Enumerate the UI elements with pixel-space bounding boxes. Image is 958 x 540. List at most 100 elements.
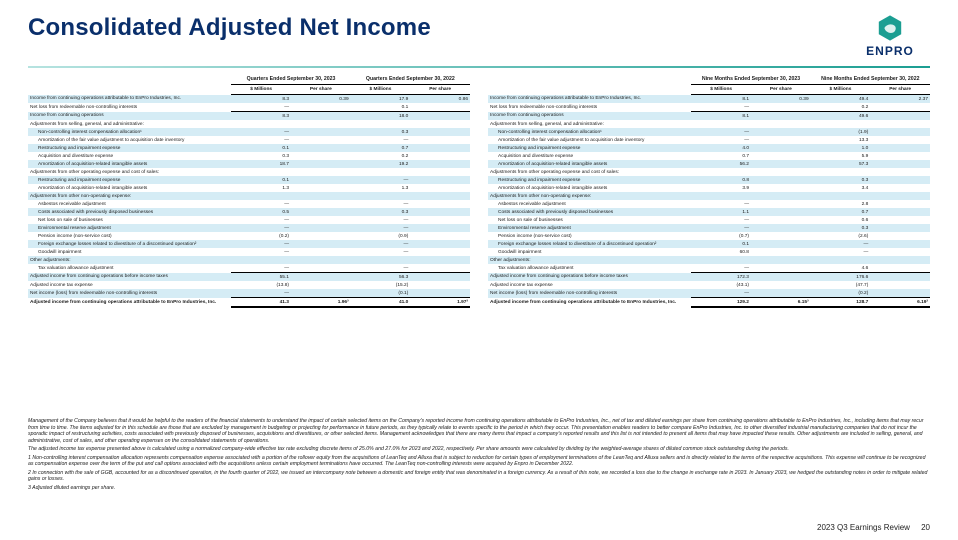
row-label: Income from continuing operations — [28, 112, 231, 121]
row-value — [751, 192, 811, 200]
table-row: Foreign exchange losses related to dives… — [28, 240, 470, 248]
row-value — [291, 103, 351, 112]
row-value — [231, 192, 291, 200]
table-row: Amortization of acquisition-related inta… — [488, 184, 930, 192]
row-label: Amortization of acquisition-related inta… — [28, 184, 231, 192]
row-label: Amortization of acquisition-related inta… — [28, 160, 231, 168]
row-value: 55.1 — [231, 273, 291, 282]
row-label: Other adjustments: — [28, 256, 231, 264]
row-value — [751, 120, 811, 128]
table-row: Income from continuing operations8.318.0 — [28, 112, 470, 121]
row-value: — — [231, 200, 291, 208]
row-value — [751, 281, 811, 289]
row-value — [811, 192, 871, 200]
row-label: Adjusted income from continuing operatio… — [28, 273, 231, 282]
row-value: 0.3 — [811, 224, 871, 232]
row-value — [351, 256, 411, 264]
row-value: 0.1 — [351, 103, 411, 112]
row-value — [410, 112, 470, 121]
row-value — [410, 128, 470, 136]
table-row: Income from continuing operations attrib… — [488, 95, 930, 104]
page-title: Consolidated Adjusted Net Income — [28, 14, 431, 42]
row-value: — — [811, 248, 871, 256]
row-label: Pension income (non-service cost) — [488, 232, 691, 240]
row-value: 5.9 — [811, 152, 871, 160]
row-value: (0.7) — [691, 232, 751, 240]
row-value — [751, 216, 811, 224]
row-value — [291, 152, 351, 160]
row-value — [410, 240, 470, 248]
row-value: 0.3 — [811, 176, 871, 184]
table-period-header: Nine Months Ended September 30, 2022 — [811, 74, 930, 85]
row-value — [751, 224, 811, 232]
table-row: Adjusted income from continuing operatio… — [28, 298, 470, 308]
row-label: Net loss on sale of businesses — [28, 216, 231, 224]
row-value: 18.7 — [231, 160, 291, 168]
row-value: 1.1 — [691, 208, 751, 216]
row-value — [870, 248, 930, 256]
row-value: 0.3 — [231, 152, 291, 160]
row-value — [751, 240, 811, 248]
table-period-header: Quarters Ended September 30, 2022 — [351, 74, 470, 85]
row-value: 18.0 — [351, 112, 411, 121]
row-value — [291, 224, 351, 232]
row-value: (2.6) — [811, 232, 871, 240]
row-value: (0.1) — [351, 289, 411, 298]
row-label: Amortization of acquisition-related inta… — [488, 184, 691, 192]
row-value — [811, 168, 871, 176]
row-value — [410, 224, 470, 232]
table-row: Net loss on sale of businesses—— — [28, 216, 470, 224]
row-value: 2.37 — [870, 95, 930, 104]
row-value: 0.5 — [231, 208, 291, 216]
row-value — [870, 289, 930, 298]
row-value: 0.7 — [811, 208, 871, 216]
row-label: Amortization of the fair value adjustmen… — [488, 136, 691, 144]
row-label: Acquisition and divestiture expense — [28, 152, 231, 160]
table-row: Income from continuing operations8.149.6 — [488, 112, 930, 121]
row-value — [410, 152, 470, 160]
table-row: Non-controlling interest compensation al… — [28, 128, 470, 136]
table-row: Amortization of the fair value adjustmen… — [488, 136, 930, 144]
row-label: Restructuring and impairment expense — [488, 176, 691, 184]
table-row: Tax valuation allowance adjustment—— — [28, 264, 470, 273]
row-value — [870, 120, 930, 128]
table-row: Goodwill impairment—— — [28, 248, 470, 256]
row-value: 0.8 — [691, 176, 751, 184]
row-value: — — [351, 264, 411, 273]
row-value — [291, 264, 351, 273]
row-value — [870, 152, 930, 160]
row-value: 8.1 — [691, 95, 751, 104]
row-value — [751, 168, 811, 176]
row-value: — — [231, 216, 291, 224]
table-row: Net loss from redeemable non-controlling… — [28, 103, 470, 112]
row-value: (0.9) — [351, 232, 411, 240]
row-value: 0.2 — [351, 152, 411, 160]
row-value — [870, 112, 930, 121]
row-value — [751, 112, 811, 121]
row-label: Restructuring and impairment expense — [488, 144, 691, 152]
row-value — [291, 240, 351, 248]
row-value — [751, 160, 811, 168]
row-value — [291, 112, 351, 121]
table-row: Non-controlling interest compensation al… — [488, 128, 930, 136]
table-row: Amortization of acquisition-related inta… — [28, 160, 470, 168]
row-value: 0.1 — [231, 176, 291, 184]
table-row: Adjustments from selling, general, and a… — [488, 120, 930, 128]
row-value — [870, 281, 930, 289]
row-value — [291, 184, 351, 192]
row-label: Amortization of the fair value adjustmen… — [28, 136, 231, 144]
table-row: Amortization of the fair value adjustmen… — [28, 136, 470, 144]
page-number: 20 — [921, 523, 930, 532]
row-value — [691, 192, 751, 200]
row-label: Goodwill impairment — [28, 248, 231, 256]
row-label: Asbestos receivable adjustment — [28, 200, 231, 208]
row-value — [870, 216, 930, 224]
row-value — [291, 273, 351, 282]
table-row: Costs associated with previously dispose… — [28, 208, 470, 216]
row-value — [410, 103, 470, 112]
row-label: Costs associated with previously dispose… — [28, 208, 231, 216]
row-label: Adjustments from other operating expense… — [488, 168, 691, 176]
row-value — [410, 160, 470, 168]
row-value — [410, 281, 470, 289]
row-value: — — [351, 176, 411, 184]
